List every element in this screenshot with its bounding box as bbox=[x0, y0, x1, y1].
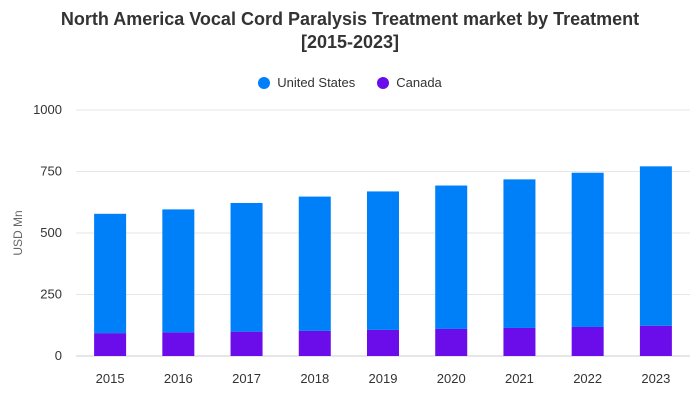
x-tick-label: 2015 bbox=[96, 371, 125, 386]
x-tick-label: 2018 bbox=[300, 371, 329, 386]
bar-canada-2022 bbox=[571, 326, 604, 356]
bar-canada-2016 bbox=[162, 332, 195, 356]
legend-item-united-states[interactable]: United States bbox=[258, 75, 355, 90]
bar-united-states-2017 bbox=[230, 202, 263, 332]
legend-label-united-states: United States bbox=[277, 75, 356, 90]
chart-legend: United States Canada bbox=[0, 75, 700, 90]
bar-united-states-2023 bbox=[639, 166, 672, 326]
legend-swatch-canada bbox=[377, 76, 390, 89]
bar-canada-2017 bbox=[230, 331, 263, 356]
bar-canada-2020 bbox=[435, 328, 468, 356]
legend-label-canada: Canada bbox=[396, 75, 442, 90]
legend-item-canada[interactable]: Canada bbox=[377, 75, 442, 90]
bar-united-states-2018 bbox=[298, 196, 331, 331]
chart-title-line-1: North America Vocal Cord Paralysis Treat… bbox=[60, 9, 640, 29]
bar-united-states-2022 bbox=[571, 172, 604, 327]
x-tick-label: 2017 bbox=[232, 371, 261, 386]
x-tick-label: 2020 bbox=[437, 371, 466, 386]
y-tick-label: 750 bbox=[40, 164, 62, 179]
x-tick-label: 2019 bbox=[369, 371, 398, 386]
bar-united-states-2019 bbox=[367, 191, 399, 330]
y-axis-title: USD Mn bbox=[11, 210, 25, 255]
chart-title: North America Vocal Cord Paralysis Treat… bbox=[0, 8, 700, 54]
bar-canada-2023 bbox=[639, 325, 672, 356]
legend-swatch-united-states bbox=[258, 76, 271, 89]
x-tick-label: 2016 bbox=[164, 371, 193, 386]
bar-canada-2021 bbox=[503, 327, 536, 356]
y-tick-label: 250 bbox=[40, 287, 62, 302]
x-tick-label: 2023 bbox=[641, 371, 670, 386]
bar-united-states-2016 bbox=[162, 209, 195, 333]
bar-canada-2015 bbox=[94, 333, 127, 356]
x-tick-label: 2021 bbox=[505, 371, 534, 386]
bar-united-states-2021 bbox=[503, 179, 536, 328]
chart-title-line-2: [2015-2023] bbox=[300, 32, 400, 52]
y-tick-label: 1000 bbox=[33, 102, 62, 117]
y-tick-label: 0 bbox=[55, 348, 62, 363]
y-tick-label: 500 bbox=[40, 225, 62, 240]
bar-united-states-2015 bbox=[94, 213, 127, 334]
x-tick-label: 2022 bbox=[573, 371, 602, 386]
bar-united-states-2020 bbox=[435, 185, 468, 329]
bar-canada-2019 bbox=[367, 329, 399, 356]
bar-canada-2018 bbox=[298, 330, 331, 356]
